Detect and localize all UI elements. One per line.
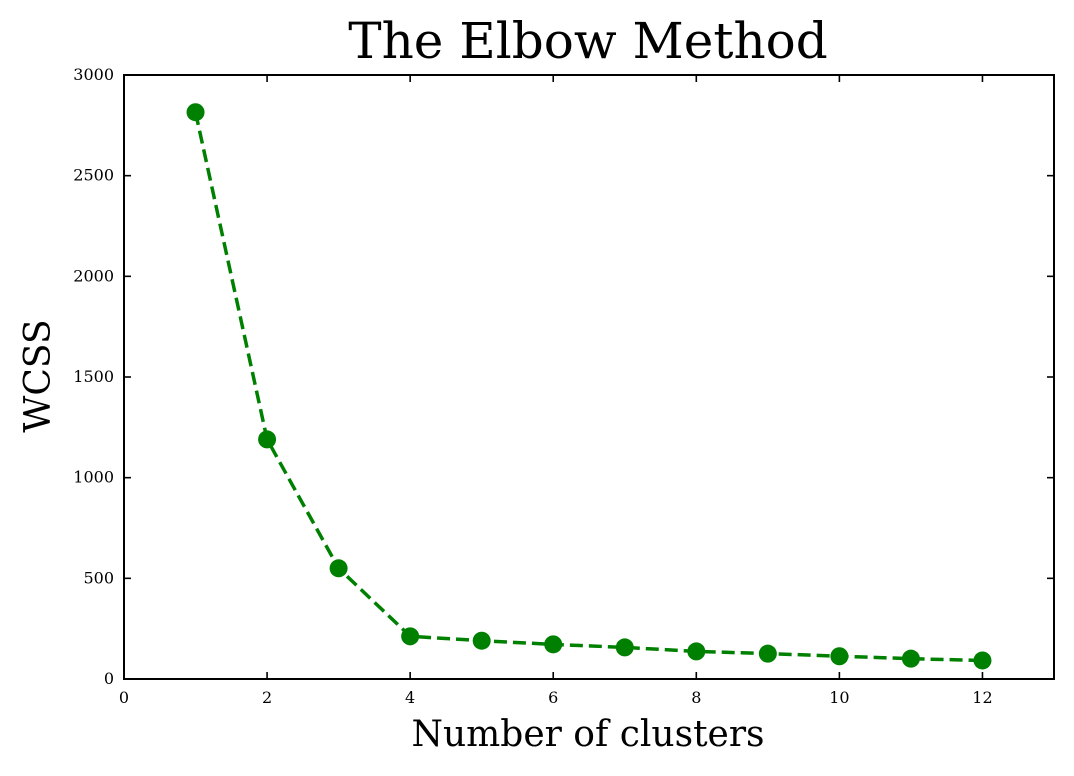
x-axis-label: Number of clusters bbox=[411, 714, 764, 755]
x-tick-label: 8 bbox=[691, 688, 701, 707]
chart-title: The Elbow Method bbox=[348, 12, 828, 70]
x-tick-label: 12 bbox=[972, 688, 992, 707]
data-point bbox=[901, 649, 920, 668]
data-point bbox=[687, 642, 706, 661]
data-point bbox=[973, 651, 992, 670]
data-point bbox=[401, 627, 420, 646]
data-point bbox=[258, 430, 277, 449]
data-point bbox=[830, 647, 849, 666]
y-tick-label: 0 bbox=[104, 669, 114, 688]
series-layer bbox=[186, 103, 992, 670]
data-point bbox=[615, 638, 634, 657]
y-tick-label: 2500 bbox=[73, 166, 114, 185]
y-tick-label: 3000 bbox=[73, 65, 114, 84]
y-tick-label: 2000 bbox=[73, 266, 114, 285]
plot-frame bbox=[123, 74, 1055, 680]
x-tick-label: 10 bbox=[829, 688, 849, 707]
x-tick-label: 0 bbox=[119, 688, 129, 707]
y-tick-label: 1500 bbox=[73, 367, 114, 386]
y-axis-label: WCSS bbox=[18, 319, 59, 432]
series-line bbox=[193, 111, 983, 663]
data-point bbox=[329, 559, 348, 578]
x-tick-label: 6 bbox=[548, 688, 558, 707]
x-tick-label: 2 bbox=[262, 688, 272, 707]
x-tick-label: 4 bbox=[405, 688, 415, 707]
data-point bbox=[544, 635, 563, 654]
axis-ticks: 0 2 4 6 8 10 12 0 500 1000 1500 2000 2500 3000 bbox=[73, 65, 1054, 707]
data-point bbox=[186, 103, 205, 122]
y-tick-label: 1000 bbox=[73, 468, 114, 487]
data-point bbox=[472, 631, 491, 650]
y-tick-label: 500 bbox=[83, 568, 114, 587]
data-point bbox=[758, 644, 777, 663]
